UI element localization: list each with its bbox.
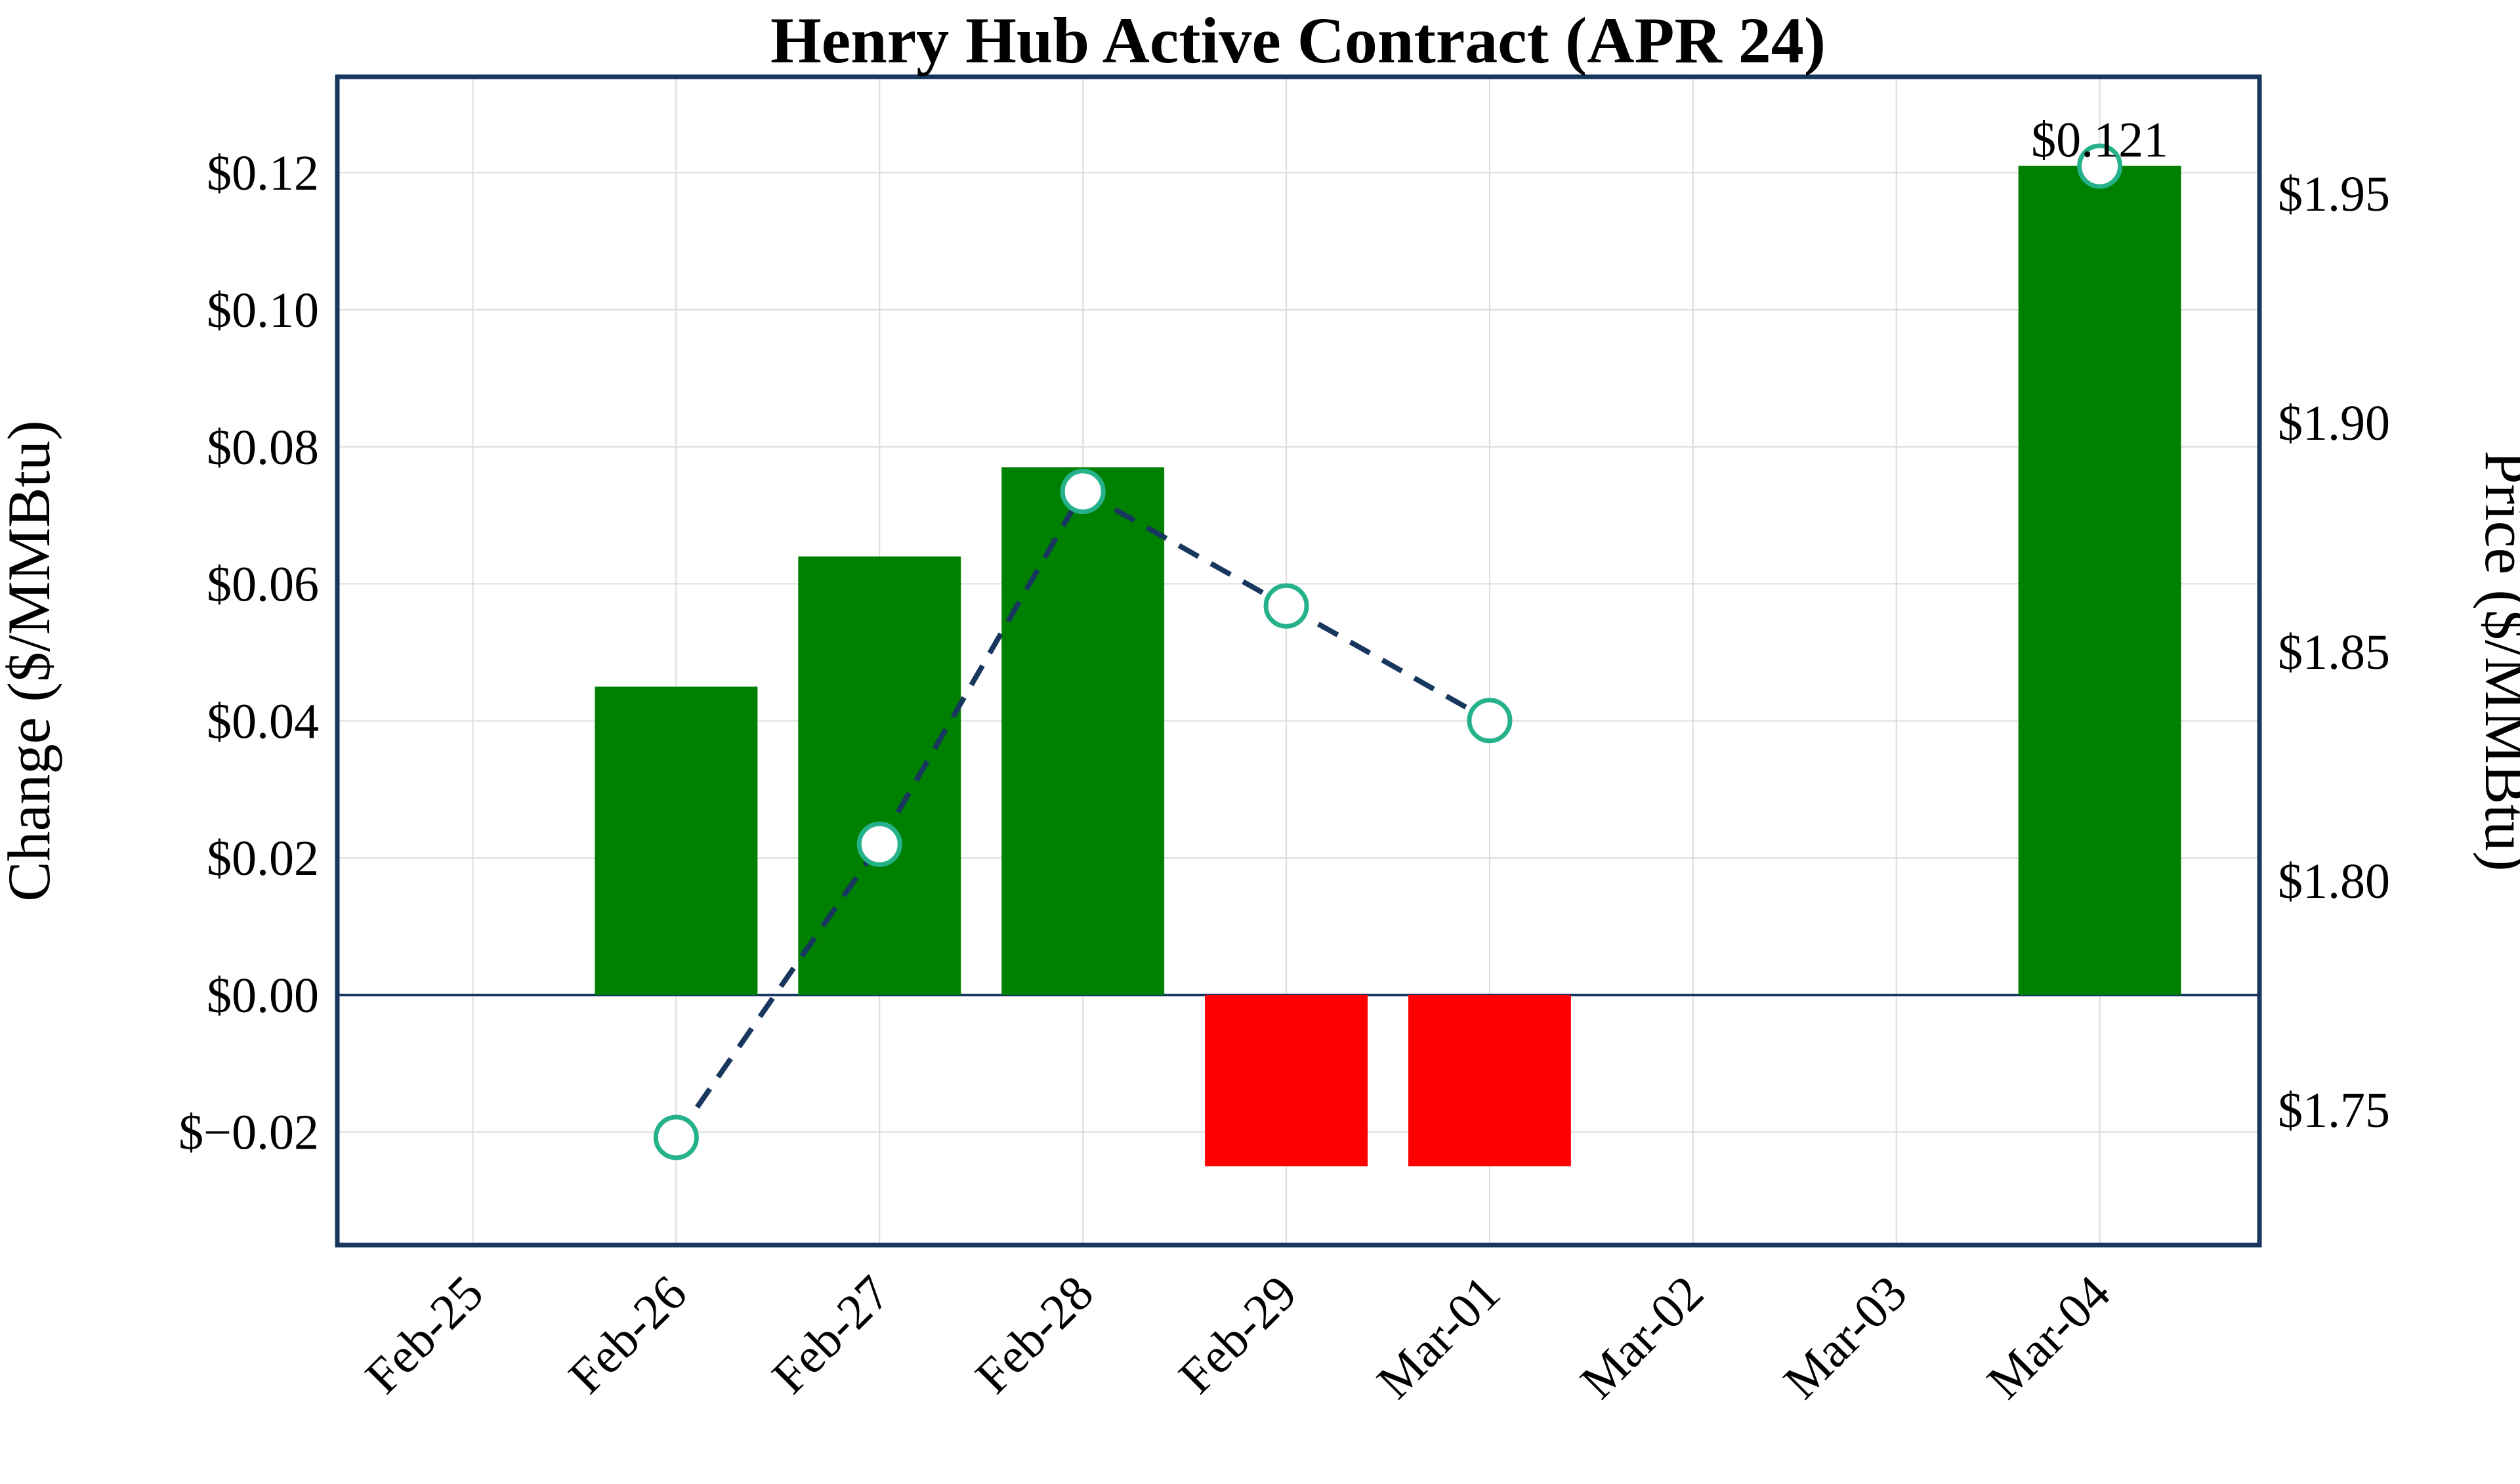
- chart-title: Henry Hub Active Contract (APR 24): [770, 4, 1826, 77]
- left-tick-label: $−0.02: [178, 1105, 319, 1160]
- change-bar: [1408, 994, 1571, 1166]
- right-tick-label: $1.75: [2278, 1083, 2390, 1138]
- right-tick-label: $1.85: [2278, 625, 2390, 680]
- left-tick-label: $0.02: [207, 831, 319, 886]
- right-axis-label: Price ($/MMBtu): [2473, 450, 2520, 871]
- price-marker: [1060, 469, 1106, 515]
- left-tick-label: $0.08: [207, 420, 319, 475]
- change-bar: [2018, 165, 2181, 995]
- x-tick-label: Feb-29: [1168, 1265, 1307, 1405]
- right-tick-label: $1.90: [2278, 396, 2390, 451]
- plot-border: [335, 74, 2262, 1248]
- left-tick-label: $0.10: [207, 283, 319, 338]
- bar-annotation: $0.121: [2031, 113, 2168, 168]
- left-tick-label: $0.06: [207, 557, 319, 612]
- right-tick-label: $1.95: [2278, 167, 2390, 222]
- change-bar: [595, 687, 758, 995]
- price-marker: [1263, 583, 1309, 629]
- x-tick-label: Mar-03: [1773, 1265, 1917, 1409]
- x-tick-label: Mar-01: [1366, 1265, 1510, 1409]
- x-tick-label: Feb-26: [558, 1265, 698, 1405]
- price-line-segment: [1285, 603, 1491, 723]
- x-tick-label: Feb-28: [965, 1265, 1104, 1405]
- price-line-segment: [1082, 489, 1288, 608]
- x-tick-label: Feb-27: [762, 1265, 901, 1405]
- left-tick-label: $0.12: [207, 146, 319, 201]
- change-bar: [1205, 994, 1368, 1166]
- left-tick-label: $0.04: [207, 694, 319, 749]
- left-tick-label: $0.00: [207, 968, 319, 1023]
- price-line-segment: [877, 490, 1085, 846]
- right-tick-label: $1.80: [2278, 854, 2390, 909]
- change-bar: [1001, 467, 1165, 995]
- price-line-segment: [674, 842, 882, 1139]
- left-axis-label: Change ($/MMBtu): [0, 420, 62, 901]
- price-marker: [856, 821, 902, 867]
- change-bar: [798, 556, 961, 995]
- price-marker: [653, 1114, 699, 1160]
- x-tick-label: Mar-04: [1977, 1265, 2120, 1409]
- x-tick-label: Feb-25: [355, 1265, 494, 1405]
- price-marker: [2077, 143, 2123, 189]
- plot-area: $0.121 $0.12 $0.10 $0.08 $0.06 $0.04 $0.02 $0.0…: [178, 74, 2390, 1409]
- x-tick-label: Mar-02: [1570, 1265, 1713, 1409]
- price-marker: [1467, 698, 1513, 744]
